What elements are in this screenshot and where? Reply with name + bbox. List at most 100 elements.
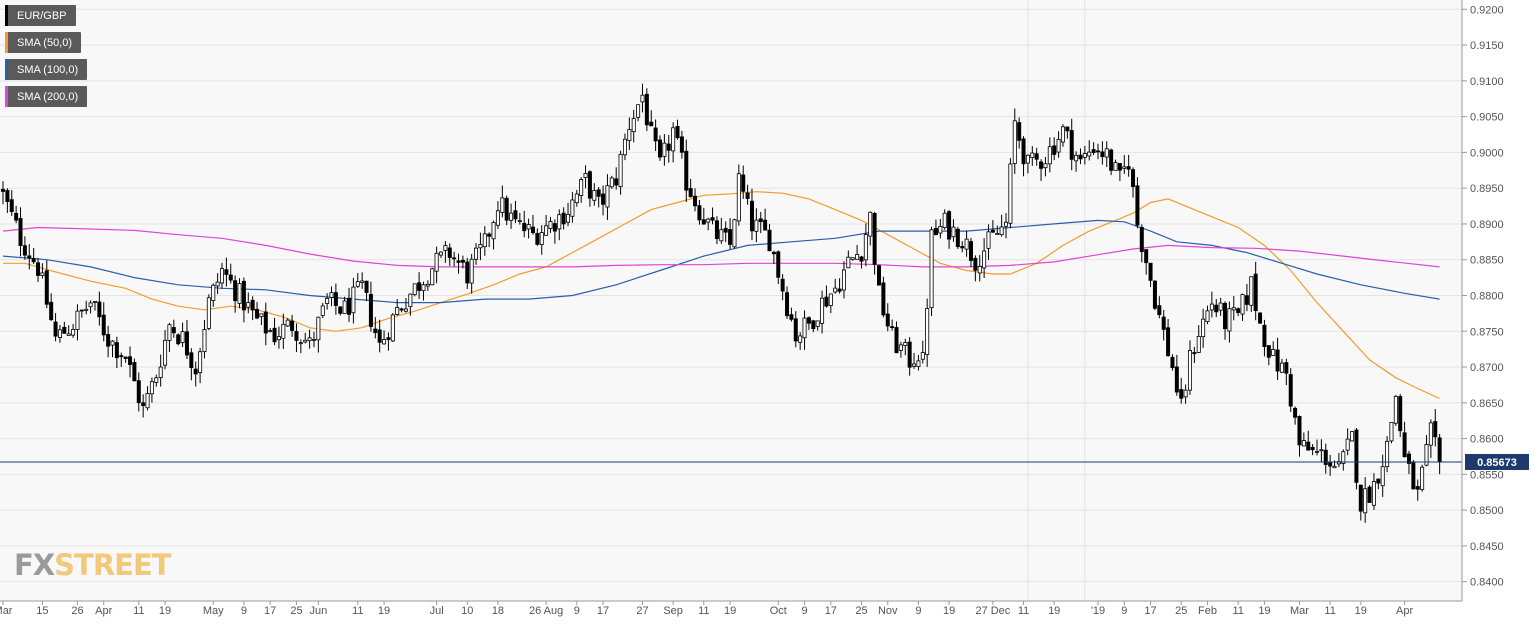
legend-item-sma100[interactable]: SMA (100,0) — [5, 59, 88, 80]
candle-body — [1039, 161, 1044, 169]
candle-body — [333, 292, 338, 306]
x-tick-label: 9 — [241, 605, 247, 617]
candle-body — [176, 334, 181, 345]
candle-body — [487, 233, 492, 237]
candle-body — [1218, 302, 1223, 311]
candle-body — [347, 297, 352, 315]
candle-body — [938, 225, 943, 234]
candle-body — [771, 251, 776, 255]
candle-body — [482, 233, 487, 248]
candle-body — [986, 231, 991, 249]
candle-body — [1301, 440, 1306, 447]
x-tick-label: 19 — [1355, 605, 1367, 617]
candle-body — [618, 153, 623, 188]
candle-body — [202, 329, 207, 353]
x-tick-label: 11 — [1324, 605, 1335, 617]
candle-body — [1345, 438, 1350, 451]
candle-body — [1065, 126, 1070, 132]
candle-body — [215, 281, 220, 287]
candle-body — [846, 256, 851, 269]
candle-body — [163, 339, 168, 366]
candle-body — [622, 138, 627, 156]
candle-body — [820, 297, 825, 324]
x-tick-label: 25 — [1175, 605, 1187, 617]
x-tick-label: 18 — [492, 605, 504, 617]
legend-swatch-sma200 — [5, 86, 8, 107]
candle-body — [1323, 449, 1328, 465]
candle-body — [1227, 308, 1232, 332]
candle-body — [1376, 478, 1381, 484]
candle-body — [522, 222, 527, 232]
candle-body — [1183, 389, 1188, 398]
y-tick-label: 0.9050 — [1470, 112, 1504, 124]
candle-body — [1244, 295, 1249, 305]
candle-body — [850, 257, 855, 260]
candle-body — [999, 226, 1004, 236]
candle-body — [1131, 169, 1136, 187]
candle-body — [1380, 466, 1385, 487]
candle-body — [916, 360, 921, 367]
candle-body — [1144, 249, 1149, 264]
candle-body — [425, 283, 430, 287]
candle-body — [1117, 163, 1122, 171]
candle-body — [1034, 153, 1039, 160]
candle-body — [1087, 151, 1092, 157]
legend-item-eurgbp[interactable]: EUR/GBP — [5, 5, 76, 26]
x-tick-label: 27 Dec — [975, 605, 1010, 617]
candle-body — [675, 126, 680, 139]
candle-body — [968, 241, 973, 261]
y-tick-label: 0.8600 — [1470, 434, 1504, 446]
x-tick-label: 11 — [133, 605, 144, 617]
candle-body — [395, 307, 400, 315]
candle-body — [1406, 453, 1411, 464]
candle-body — [18, 218, 23, 246]
candle-body — [1056, 139, 1061, 153]
candle-body — [149, 381, 154, 395]
candle-body — [912, 363, 917, 367]
candle-body — [1258, 312, 1263, 324]
candle-body — [167, 324, 172, 341]
candle-body — [329, 292, 334, 298]
y-tick-label: 0.8800 — [1470, 290, 1504, 302]
candle-body — [662, 142, 667, 157]
candle-body — [907, 341, 912, 368]
candle-body — [1341, 451, 1346, 464]
candle-body — [1179, 389, 1184, 399]
candle-body — [474, 247, 479, 260]
candle-body — [447, 247, 452, 258]
x-tick-label: Nov — [878, 605, 898, 617]
candle-body — [859, 256, 864, 262]
candle-body — [1091, 149, 1096, 153]
candle-body — [1148, 262, 1153, 281]
candle-body — [1161, 316, 1166, 330]
candle-body — [412, 283, 417, 296]
candle-body — [158, 366, 163, 378]
candle-body — [478, 244, 483, 249]
candle-body — [290, 320, 295, 331]
candle-body — [504, 197, 509, 221]
candle-body — [1363, 488, 1368, 514]
candle-body — [434, 252, 439, 272]
candle-body — [1017, 122, 1022, 141]
legend-item-sma50[interactable]: SMA (50,0) — [5, 32, 82, 53]
candle-body — [193, 368, 198, 375]
legend-item-sma200[interactable]: SMA (200,0) — [5, 86, 88, 107]
candle-body — [1231, 307, 1236, 311]
candle-body — [841, 269, 846, 291]
candle-body — [833, 287, 838, 293]
y-axis: 0.9200 0.9150 0.9100 0.9050 0.9000 0.8950 0.89… — [1461, 0, 1504, 601]
candle-body — [701, 219, 706, 225]
y-tick-label: 0.8850 — [1470, 255, 1504, 267]
candle-body — [1428, 422, 1433, 446]
candle-body — [1096, 150, 1101, 153]
x-tick-label: 17 — [1144, 605, 1156, 617]
candle-body — [1223, 302, 1228, 330]
candle-body — [1047, 146, 1052, 165]
logo-street: STREET — [54, 548, 171, 582]
y-tick-label: 0.8950 — [1470, 183, 1504, 195]
candle-body — [815, 320, 820, 327]
candle-body — [1043, 163, 1048, 169]
x-tick-label: 19 — [378, 605, 390, 617]
candle-body — [785, 292, 790, 317]
